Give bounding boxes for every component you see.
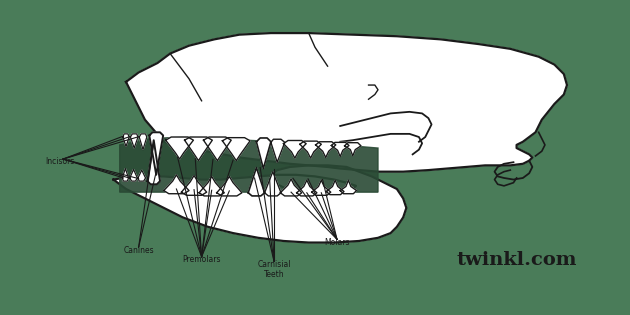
Polygon shape <box>280 179 302 196</box>
Polygon shape <box>297 180 317 196</box>
Polygon shape <box>138 170 146 181</box>
Polygon shape <box>122 169 129 181</box>
Text: Carnisial
Teeth: Carnisial Teeth <box>257 260 291 279</box>
Polygon shape <box>120 137 378 192</box>
Polygon shape <box>312 180 331 195</box>
Text: twinkl.com: twinkl.com <box>456 251 577 269</box>
Polygon shape <box>123 134 129 146</box>
Polygon shape <box>217 176 242 196</box>
Polygon shape <box>166 137 193 159</box>
Text: Premolars: Premolars <box>182 255 221 264</box>
Text: Molars: Molars <box>324 238 350 247</box>
Polygon shape <box>271 139 285 162</box>
Polygon shape <box>130 169 137 181</box>
Polygon shape <box>256 138 271 169</box>
Polygon shape <box>345 143 361 156</box>
Polygon shape <box>316 142 336 158</box>
Polygon shape <box>203 137 231 161</box>
Polygon shape <box>147 140 160 184</box>
Polygon shape <box>284 140 306 158</box>
Polygon shape <box>199 176 224 196</box>
Polygon shape <box>222 138 250 161</box>
Polygon shape <box>126 33 567 172</box>
Polygon shape <box>181 175 207 195</box>
Text: Canines: Canines <box>123 246 154 255</box>
Polygon shape <box>300 141 321 158</box>
Polygon shape <box>130 134 138 148</box>
Polygon shape <box>185 137 212 161</box>
Polygon shape <box>248 168 265 196</box>
Polygon shape <box>340 180 357 194</box>
Polygon shape <box>331 142 349 157</box>
Polygon shape <box>326 180 344 195</box>
Polygon shape <box>265 172 281 196</box>
Text: Incisors: Incisors <box>45 158 74 167</box>
Polygon shape <box>149 132 163 175</box>
Polygon shape <box>164 175 189 194</box>
Polygon shape <box>139 134 147 150</box>
Polygon shape <box>113 165 406 243</box>
